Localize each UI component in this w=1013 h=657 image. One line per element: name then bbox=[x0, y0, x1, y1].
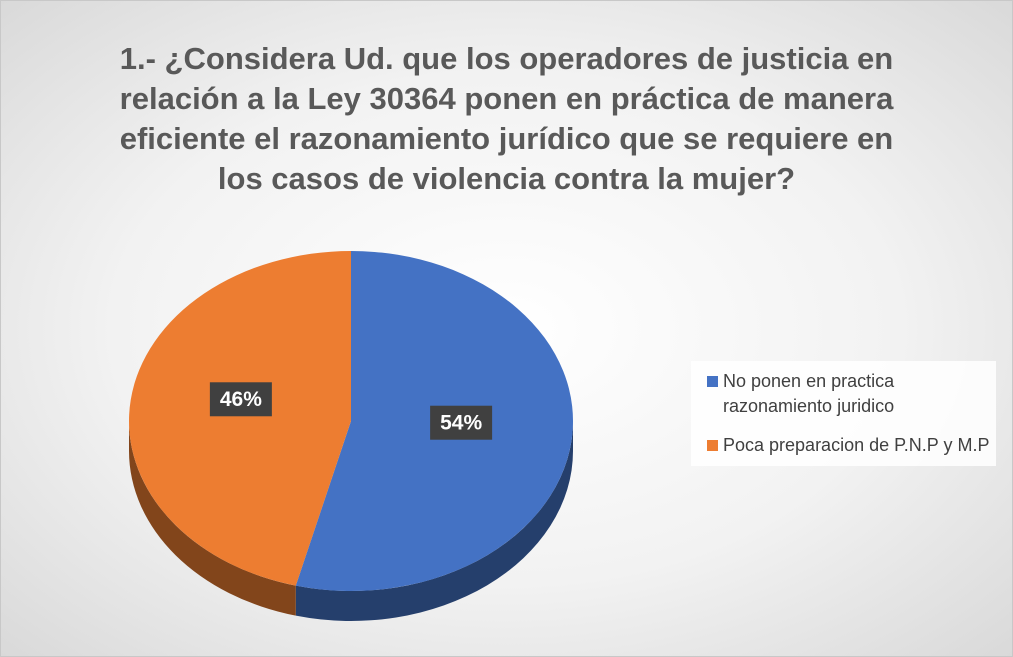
legend-swatch bbox=[707, 376, 718, 387]
data-label-bg bbox=[430, 405, 493, 440]
legend-label: No ponen en practica razonamiento juridi… bbox=[723, 371, 895, 416]
data-label-text: 46% bbox=[220, 388, 262, 411]
slice-side bbox=[295, 421, 573, 621]
legend-item: No ponen en practica razonamiento juridi… bbox=[697, 369, 990, 419]
slice bbox=[129, 251, 351, 586]
legend: No ponen en practica razonamiento juridi… bbox=[691, 361, 996, 466]
data-label-text: 54% bbox=[440, 411, 482, 434]
legend-item: Poca preparacion de P.N.P y M.P bbox=[697, 433, 990, 458]
slice-side bbox=[129, 421, 296, 616]
legend-label: Poca preparacion de P.N.P y M.P bbox=[723, 435, 990, 455]
data-label-bg bbox=[209, 382, 272, 417]
chart-title: 1.- ¿Considera Ud. que los operadores de… bbox=[119, 41, 894, 196]
data-label: 46% bbox=[209, 382, 272, 417]
legend-swatch bbox=[707, 440, 718, 451]
data-label: 54% bbox=[430, 405, 493, 440]
